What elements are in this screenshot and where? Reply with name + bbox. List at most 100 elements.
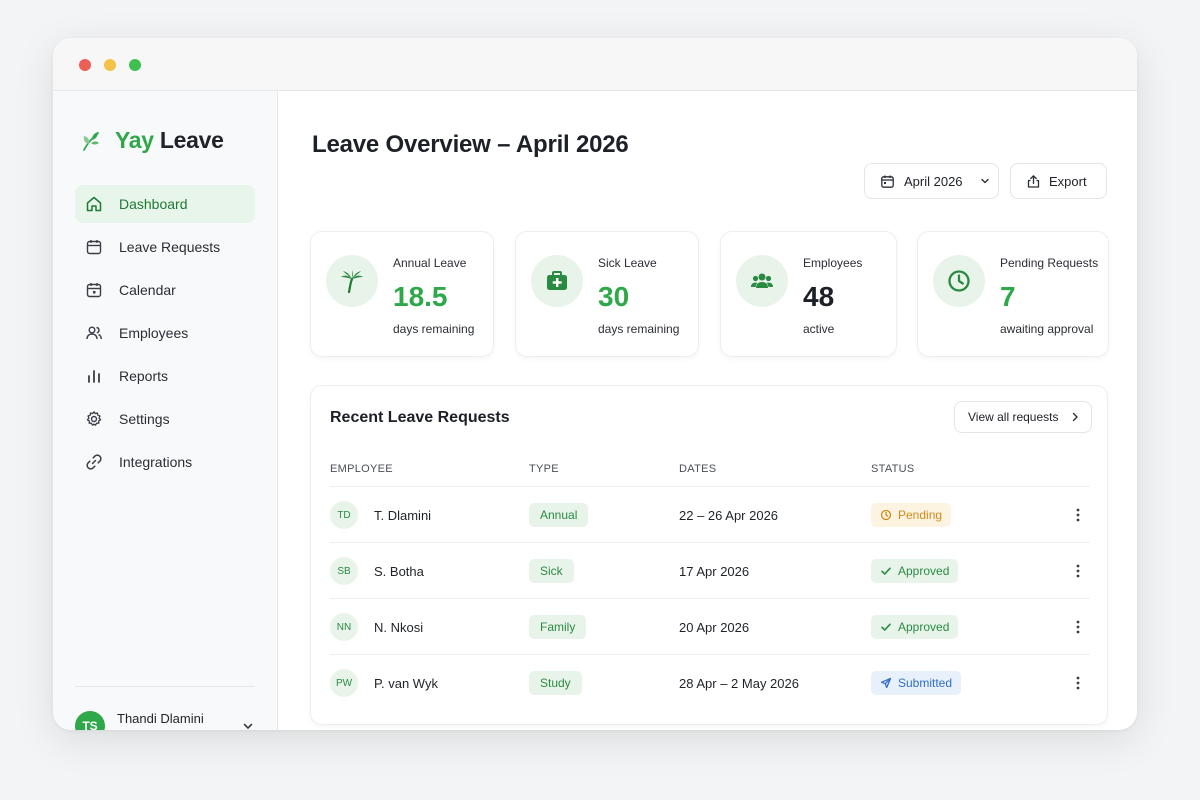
brand[interactable]: Yay Leave <box>79 127 224 154</box>
sidebar-item-calendar[interactable]: Calendar <box>75 271 255 309</box>
section-title: Recent Leave Requests <box>330 409 510 426</box>
recent-requests-panel: Recent Leave Requests View all requests … <box>310 385 1108 725</box>
chevron-down-icon[interactable] <box>241 719 255 730</box>
card-label: Annual Leave <box>393 256 467 270</box>
sidebar-item-label: Integrations <box>119 454 193 470</box>
status-badge: Submitted <box>871 671 962 695</box>
medical-kit-icon <box>531 255 583 307</box>
card-value: 48 <box>803 281 835 312</box>
card-value: 18.5 <box>393 281 448 312</box>
column-header-type[interactable]: TYPE <box>529 463 559 475</box>
window-titlebar <box>53 38 1137 91</box>
leave-type-badge: Study <box>529 671 582 695</box>
leave-dates: 28 Apr – 2 May 2026 <box>679 676 799 691</box>
avatar: SB <box>330 557 358 585</box>
annual-leave-card[interactable]: Annual Leave 18.5 days remaining <box>310 231 494 357</box>
sidebar-nav: Dashboard Leave Requests Calendar Employ… <box>75 185 255 486</box>
avatar: TS <box>75 711 105 730</box>
sidebar-item-label: Dashboard <box>119 196 188 212</box>
row-actions-menu[interactable] <box>1070 562 1086 580</box>
sidebar-item-leave-requests[interactable]: Leave Requests <box>75 228 255 266</box>
export-label: Export <box>1049 173 1087 189</box>
sidebar-divider <box>75 686 255 687</box>
calendar-icon <box>85 238 103 256</box>
row-actions-menu[interactable] <box>1070 618 1086 636</box>
leaf-icon <box>79 129 103 153</box>
card-label: Sick Leave <box>598 256 657 270</box>
sidebar-item-integrations[interactable]: Integrations <box>75 443 255 481</box>
row-divider <box>330 598 1090 599</box>
calendar-check-icon <box>85 281 103 299</box>
month-selector[interactable]: April 2026 <box>864 163 999 199</box>
employee-name: P. van Wyk <box>374 676 438 691</box>
user-info: Thandi Dlamini Admin <box>117 711 241 730</box>
column-header-status[interactable]: STATUS <box>871 463 915 475</box>
sidebar-item-employees[interactable]: Employees <box>75 314 255 352</box>
users-icon <box>85 324 103 342</box>
row-divider <box>330 542 1090 543</box>
column-header-employee[interactable]: EMPLOYEE <box>330 463 393 475</box>
check-icon <box>881 567 891 575</box>
palm-tree-icon <box>326 255 378 307</box>
employee-name: N. Nkosi <box>374 620 424 635</box>
table-row[interactable]: PW P. van Wyk Study 28 Apr – 2 May 2026 … <box>311 655 1107 711</box>
card-subtext: awaiting approval <box>1000 322 1094 336</box>
team-icon <box>736 255 788 307</box>
card-label: Employees <box>803 256 863 270</box>
kebab-icon <box>1076 508 1080 522</box>
month-selector-label: April 2026 <box>904 173 963 189</box>
sidebar-item-label: Settings <box>119 411 170 427</box>
employees-card[interactable]: Employees 48 active <box>720 231 897 357</box>
status-label: Approved <box>898 620 950 634</box>
zoom-window-button[interactable] <box>129 59 141 71</box>
status-label: Submitted <box>898 676 953 690</box>
table-row[interactable]: NN N. Nkosi Family 20 Apr 2026 Approved <box>311 599 1107 655</box>
column-header-dates[interactable]: DATES <box>679 463 717 475</box>
card-label: Pending Requests <box>1000 256 1099 270</box>
avatar: PW <box>330 669 358 697</box>
row-divider <box>330 654 1090 655</box>
card-value: 30 <box>598 281 630 312</box>
gear-icon <box>85 410 103 428</box>
row-actions-menu[interactable] <box>1070 506 1086 524</box>
leave-dates: 17 Apr 2026 <box>679 564 750 579</box>
status-badge: Approved <box>871 615 959 639</box>
leave-type-badge: Family <box>529 615 587 639</box>
card-subtext: days remaining <box>393 322 475 336</box>
sick-leave-card[interactable]: Sick Leave 30 days remaining <box>515 231 699 357</box>
clock-icon <box>880 509 892 521</box>
close-window-button[interactable] <box>79 59 91 71</box>
user-name: Thandi Dlamini <box>117 711 204 726</box>
leave-dates: 22 – 26 Apr 2026 <box>679 508 779 523</box>
clock-icon <box>933 255 985 307</box>
kebab-icon <box>1076 676 1080 690</box>
chevron-right-icon <box>1072 412 1078 422</box>
avatar: TD <box>330 501 358 529</box>
employee-name: T. Dlamini <box>374 508 432 523</box>
home-icon <box>85 195 103 213</box>
check-icon <box>881 623 891 631</box>
sidebar-item-label: Calendar <box>119 282 176 298</box>
export-button[interactable]: Export <box>1010 163 1107 199</box>
user-menu[interactable]: TS Thandi Dlamini Admin <box>75 706 255 730</box>
row-actions-menu[interactable] <box>1070 674 1086 692</box>
sidebar-item-settings[interactable]: Settings <box>75 400 255 438</box>
pending-requests-card[interactable]: Pending Requests 7 awaiting approval <box>917 231 1109 357</box>
leave-dates: 20 Apr 2026 <box>679 620 750 635</box>
employee-name: S. Botha <box>374 564 424 579</box>
table-row[interactable]: TD T. Dlamini Annual 22 – 26 Apr 2026 Pe… <box>311 487 1107 543</box>
card-value: 7 <box>1000 281 1016 312</box>
sidebar-item-reports[interactable]: Reports <box>75 357 255 395</box>
sidebar-item-dashboard[interactable]: Dashboard <box>75 185 255 223</box>
bar-chart-icon <box>85 367 103 385</box>
status-badge: Approved <box>871 559 959 583</box>
view-all-label: View all requests <box>968 410 1059 424</box>
status-label: Approved <box>898 564 950 578</box>
page-title: Leave Overview – April 2026 <box>312 131 629 158</box>
table-row[interactable]: SB S. Botha Sick 17 Apr 2026 Approved <box>311 543 1107 599</box>
minimize-window-button[interactable] <box>104 59 116 71</box>
view-all-requests-button[interactable]: View all requests <box>954 401 1092 433</box>
status-label: Pending <box>898 508 943 522</box>
link-icon <box>85 453 103 471</box>
kebab-icon <box>1076 564 1080 578</box>
